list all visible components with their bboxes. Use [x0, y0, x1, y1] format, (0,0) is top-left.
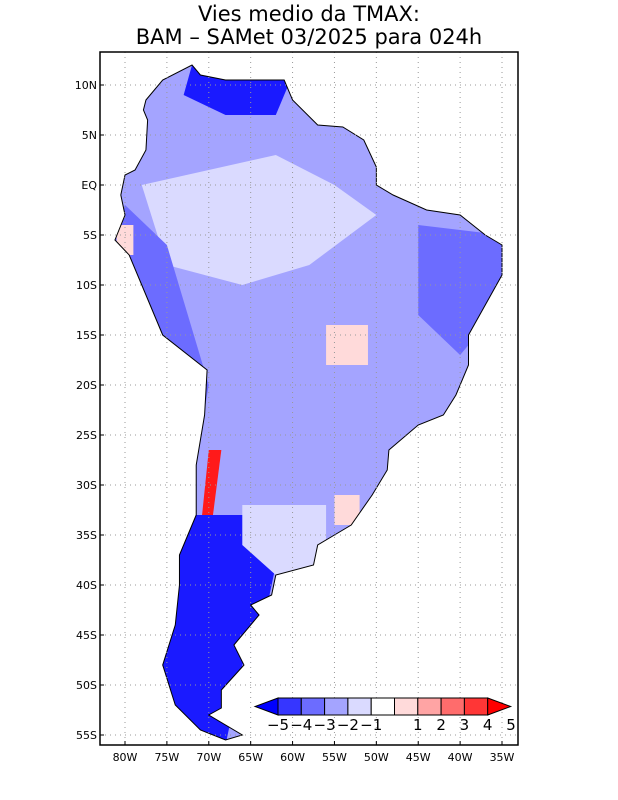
- colorbar-swatch: [417, 697, 442, 716]
- colorbar-label: 3: [460, 716, 470, 734]
- lon-label: 60W: [280, 751, 305, 764]
- colorbar-label: −4: [290, 716, 312, 734]
- bias-field: [114, 65, 503, 740]
- lon-label: 70W: [196, 751, 221, 764]
- lat-label: 25S: [76, 429, 97, 442]
- colorbar-swatch: [463, 697, 489, 716]
- bias-hot-andes: [202, 450, 222, 515]
- colorbar-swatch: [347, 697, 372, 716]
- lon-label: 75W: [154, 751, 179, 764]
- lat-label: 5S: [83, 229, 97, 242]
- lat-label: 35S: [76, 529, 97, 542]
- coastline: [114, 64, 503, 741]
- bias-warm-uruguay: [334, 495, 360, 525]
- colorbar-label: −2: [337, 716, 359, 734]
- lat-label: 5N: [82, 129, 97, 142]
- colorbar-swatch: [300, 697, 326, 716]
- colorbar-swatch: [394, 697, 419, 716]
- lat-label: 15S: [76, 329, 97, 342]
- colorbar-label: 2: [436, 716, 446, 734]
- colorbar-swatch: [440, 697, 465, 716]
- map-title-line2: BAM – SAMet 03/2025 para 024h: [135, 25, 483, 49]
- lon-label: 80W: [113, 751, 138, 764]
- lat-label: 30S: [76, 479, 97, 492]
- colorbar-label: −5: [267, 716, 289, 734]
- colorbar-label: −3: [314, 716, 336, 734]
- map-frame: [99, 51, 519, 746]
- lat-label: 50S: [76, 679, 97, 692]
- colorbar-swatch: [324, 697, 349, 716]
- lon-label: 55W: [322, 751, 347, 764]
- bias-warm-pantanal: [326, 325, 368, 365]
- lat-label: EQ: [81, 179, 97, 192]
- lat-label: 10N: [75, 79, 97, 92]
- lat-label: 40S: [76, 579, 97, 592]
- bias-mild-pampas: [242, 505, 327, 575]
- colorbar-swatch: [370, 697, 396, 716]
- lat-label: 55S: [76, 729, 97, 742]
- lon-label: 40W: [448, 751, 473, 764]
- lon-label: 65W: [238, 751, 263, 764]
- colorbar-label: 5: [506, 716, 516, 734]
- colorbar-label: 4: [483, 716, 493, 734]
- lat-label: 45S: [76, 629, 97, 642]
- colorbar-swatch: [277, 697, 302, 716]
- colorbar-high-arrow: [487, 697, 513, 716]
- bias-base: [114, 65, 503, 740]
- lat-label: 20S: [76, 379, 97, 392]
- lon-label: 50W: [364, 751, 389, 764]
- map-title-line1: Vies medio da TMAX:: [198, 2, 420, 26]
- lon-label: 45W: [406, 751, 431, 764]
- colorbar-label: 1: [413, 716, 423, 734]
- colorbar-low-arrow: [253, 697, 279, 716]
- lon-label: 35W: [490, 751, 515, 764]
- bias-mild-amazon: [141, 155, 377, 285]
- colorbar-label: −1: [360, 716, 382, 734]
- lat-label: 10S: [76, 279, 97, 292]
